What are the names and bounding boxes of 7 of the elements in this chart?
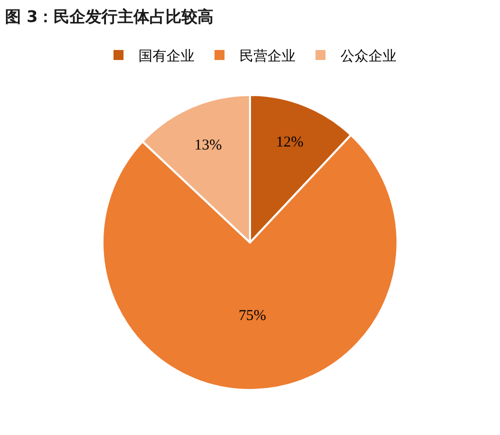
data-label: 75% — [238, 308, 266, 324]
legend-label: 民营企业 — [240, 48, 296, 64]
legend-label: 公众企业 — [340, 48, 396, 64]
data-label: 12% — [276, 134, 304, 150]
chart-title: 图 3：民企发行主体占比较高 — [5, 7, 214, 26]
legend-label: 国有企业 — [138, 48, 194, 64]
data-label: 13% — [194, 138, 222, 154]
